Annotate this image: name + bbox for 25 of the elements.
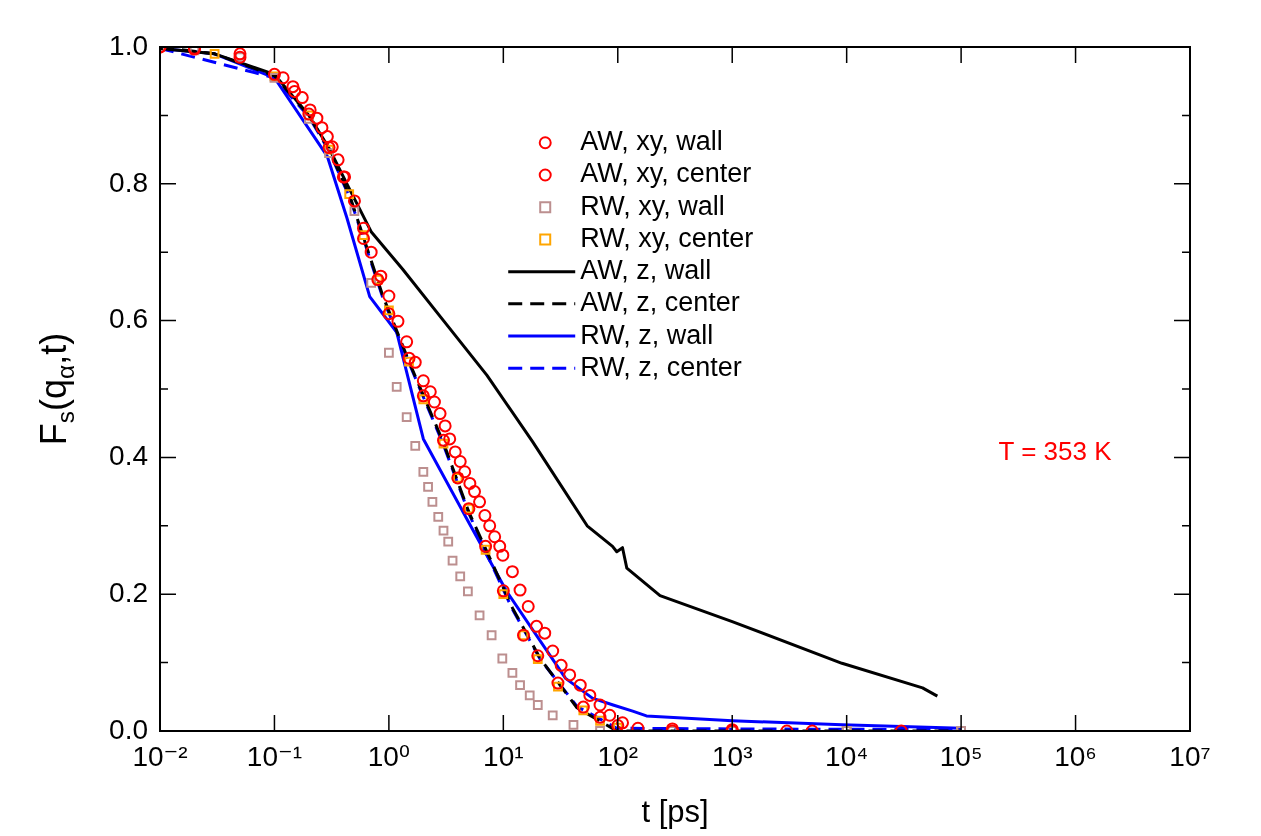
y-tick-label: 0.2 bbox=[109, 576, 148, 608]
legend-label: RW, xy, center bbox=[580, 222, 754, 253]
x-tick-label: 10⁰ bbox=[367, 740, 411, 772]
legend-label: AW, xy, wall bbox=[580, 126, 723, 157]
legend-label: AW, z, center bbox=[580, 287, 740, 318]
y-tick-label: 1.0 bbox=[109, 29, 148, 61]
legend-label: RW, z, wall bbox=[580, 319, 714, 350]
annotation: T = 353 K bbox=[998, 435, 1113, 466]
y-tick-label: 0.8 bbox=[109, 166, 148, 198]
x-tick-label: 10⁶ bbox=[1054, 740, 1097, 772]
legend-label: RW, z, center bbox=[580, 351, 742, 382]
x-tick-label: 10³ bbox=[711, 740, 753, 772]
x-tick-label: 10⁵ bbox=[939, 740, 983, 772]
y-tick-label: 0.4 bbox=[109, 440, 148, 472]
x-tick-label: 10⁻¹ bbox=[246, 740, 303, 772]
y-tick-label: 0.6 bbox=[109, 303, 148, 335]
x-tick-label: 10¹ bbox=[483, 740, 524, 772]
legend-label: RW, xy, wall bbox=[580, 190, 725, 221]
legend-label: AW, xy, center bbox=[580, 158, 752, 189]
x-axis-title: t [ps] bbox=[641, 793, 709, 829]
legend-label: AW, z, wall bbox=[580, 255, 712, 286]
y-axis-title: Fs(qα,t) bbox=[32, 332, 79, 446]
x-tick-label: 10⁷ bbox=[1169, 740, 1211, 772]
x-tick-label: 10² bbox=[597, 740, 639, 772]
x-tick-label: 10⁴ bbox=[825, 740, 869, 772]
